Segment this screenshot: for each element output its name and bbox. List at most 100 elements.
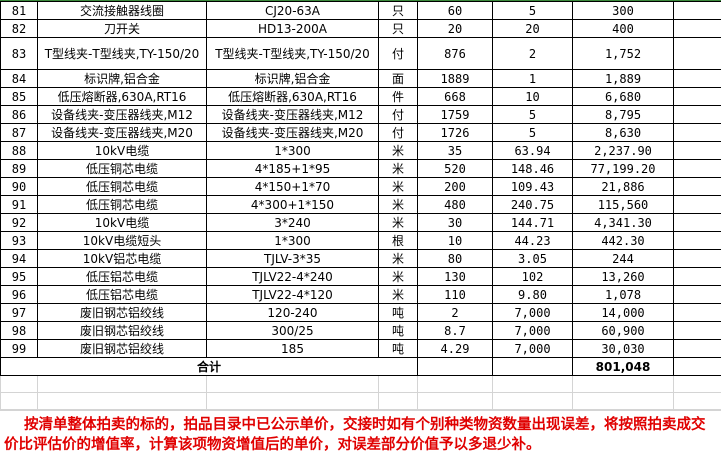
cell-no[interactable]: 91: [0, 195, 38, 214]
cell-no[interactable]: 99: [0, 339, 38, 358]
cell-empty[interactable]: [673, 339, 721, 358]
cell-qty[interactable]: 60: [417, 1, 493, 20]
cell-empty[interactable]: [417, 392, 493, 410]
cell-name[interactable]: 废旧钢芯铝绞线: [37, 339, 207, 358]
cell-spec[interactable]: TJLV22-4*120: [206, 285, 379, 304]
cell-qty[interactable]: 668: [417, 87, 493, 106]
cell-no[interactable]: 92: [0, 213, 38, 232]
cell-amount[interactable]: 1,078: [572, 285, 674, 304]
cell-name[interactable]: 低压铝芯电缆: [37, 267, 207, 286]
cell-unit[interactable]: 米: [378, 141, 418, 160]
cell-unit[interactable]: 只: [378, 19, 418, 38]
cell-empty[interactable]: [673, 195, 721, 214]
cell-amount[interactable]: 6,680: [572, 87, 674, 106]
cell-no[interactable]: 94: [0, 249, 38, 268]
cell-spec[interactable]: 设备线夹-变压器线夹,M12: [206, 105, 379, 124]
cell-price[interactable]: 5: [492, 1, 573, 20]
total-amount[interactable]: 801,048: [572, 357, 674, 376]
cell-no[interactable]: 86: [0, 105, 38, 124]
cell-empty[interactable]: [673, 357, 721, 376]
cell-qty[interactable]: 35: [417, 141, 493, 160]
cell-qty[interactable]: 1759: [417, 105, 493, 124]
cell-no[interactable]: 98: [0, 321, 38, 340]
cell-spec[interactable]: 4*185+1*95: [206, 159, 379, 178]
cell-unit[interactable]: 付: [378, 105, 418, 124]
cell-spec[interactable]: TJLV-3*35: [206, 249, 379, 268]
cell-amount[interactable]: 1,889: [572, 69, 674, 88]
cell-empty[interactable]: [673, 285, 721, 304]
cell-spec[interactable]: 4*300+1*150: [206, 195, 379, 214]
cell-price[interactable]: 20: [492, 19, 573, 38]
cell-name[interactable]: 废旧钢芯铝绞线: [37, 321, 207, 340]
cell-no[interactable]: 89: [0, 159, 38, 178]
cell-empty[interactable]: [492, 357, 573, 376]
cell-name[interactable]: 低压熔断器,630A,RT16: [37, 87, 207, 106]
cell-qty[interactable]: 20: [417, 19, 493, 38]
cell-name[interactable]: 低压铜芯电缆: [37, 159, 207, 178]
cell-empty[interactable]: [378, 392, 418, 410]
cell-amount[interactable]: 60,900: [572, 321, 674, 340]
cell-unit[interactable]: 米: [378, 195, 418, 214]
cell-unit[interactable]: 件: [378, 87, 418, 106]
cell-price[interactable]: 144.71: [492, 213, 573, 232]
cell-amount[interactable]: 4,341.30: [572, 213, 674, 232]
cell-price[interactable]: 5: [492, 105, 573, 124]
cell-amount[interactable]: 77,199.20: [572, 159, 674, 178]
cell-amount[interactable]: 8,795: [572, 105, 674, 124]
cell-empty[interactable]: [673, 267, 721, 286]
cell-no[interactable]: 96: [0, 285, 38, 304]
cell-name[interactable]: 设备线夹-变压器线夹,M20: [37, 123, 207, 142]
cell-qty[interactable]: 80: [417, 249, 493, 268]
cell-empty[interactable]: [417, 357, 493, 376]
cell-spec[interactable]: 300/25: [206, 321, 379, 340]
cell-spec[interactable]: 设备线夹-变压器线夹,M20: [206, 123, 379, 142]
cell-spec[interactable]: 1*300: [206, 231, 379, 250]
cell-price[interactable]: 109.43: [492, 177, 573, 196]
cell-qty[interactable]: 4.29: [417, 339, 493, 358]
cell-empty[interactable]: [673, 141, 721, 160]
cell-empty[interactable]: [572, 392, 674, 410]
cell-no[interactable]: 84: [0, 69, 38, 88]
cell-unit[interactable]: 只: [378, 1, 418, 20]
cell-name[interactable]: 10kV铝芯电缆: [37, 249, 207, 268]
cell-empty[interactable]: [492, 375, 573, 393]
cell-amount[interactable]: 14,000: [572, 303, 674, 322]
cell-amount[interactable]: 21,886: [572, 177, 674, 196]
cell-qty[interactable]: 8.7: [417, 321, 493, 340]
cell-empty[interactable]: [673, 105, 721, 124]
cell-empty[interactable]: [417, 375, 493, 393]
cell-empty[interactable]: [673, 392, 721, 410]
cell-unit[interactable]: 吨: [378, 339, 418, 358]
cell-no[interactable]: 82: [0, 19, 38, 38]
cell-unit[interactable]: 米: [378, 213, 418, 232]
cell-empty[interactable]: [673, 231, 721, 250]
cell-name[interactable]: 低压铜芯电缆: [37, 195, 207, 214]
cell-spec[interactable]: 4*150+1*70: [206, 177, 379, 196]
cell-name[interactable]: 交流接触器线圈: [37, 1, 207, 20]
cell-price[interactable]: 10: [492, 87, 573, 106]
cell-name[interactable]: 废旧钢芯铝绞线: [37, 303, 207, 322]
cell-empty[interactable]: [673, 69, 721, 88]
cell-no[interactable]: 88: [0, 141, 38, 160]
cell-amount[interactable]: 442.30: [572, 231, 674, 250]
cell-no[interactable]: 85: [0, 87, 38, 106]
cell-empty[interactable]: [492, 392, 573, 410]
cell-no[interactable]: 81: [0, 1, 38, 20]
cell-no[interactable]: 95: [0, 267, 38, 286]
cell-empty[interactable]: [206, 392, 379, 410]
cell-qty[interactable]: 130: [417, 267, 493, 286]
cell-spec[interactable]: 标识牌,铝合金: [206, 69, 379, 88]
cell-spec[interactable]: 3*240: [206, 213, 379, 232]
cell-price[interactable]: 7,000: [492, 339, 573, 358]
cell-empty[interactable]: [673, 37, 721, 70]
cell-unit[interactable]: 米: [378, 177, 418, 196]
cell-empty[interactable]: [673, 303, 721, 322]
cell-empty[interactable]: [0, 392, 38, 410]
cell-name[interactable]: 设备线夹-变压器线夹,M12: [37, 105, 207, 124]
cell-amount[interactable]: 300: [572, 1, 674, 20]
cell-spec[interactable]: T型线夹-T型线夹,TY-150/20: [206, 37, 379, 70]
cell-spec[interactable]: HD13-200A: [206, 19, 379, 38]
cell-unit[interactable]: 根: [378, 231, 418, 250]
cell-spec[interactable]: 185: [206, 339, 379, 358]
cell-qty[interactable]: 200: [417, 177, 493, 196]
